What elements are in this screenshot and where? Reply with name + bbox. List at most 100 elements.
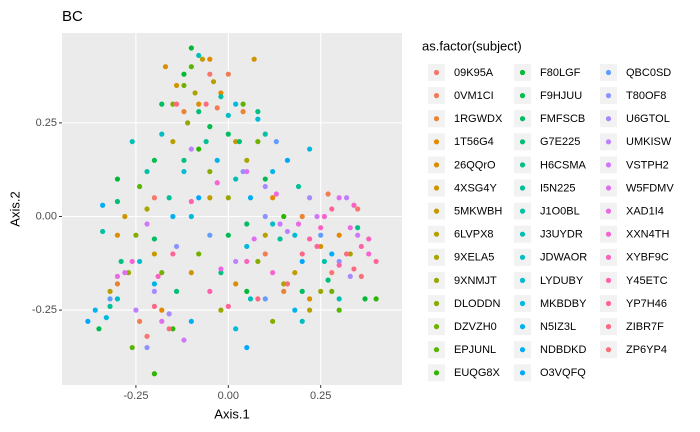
point: [203, 101, 209, 107]
point: [233, 101, 239, 107]
plot-panel: [62, 33, 402, 385]
legend-label: 0VM1CI: [454, 90, 494, 102]
point: [207, 56, 213, 62]
point: [107, 296, 113, 302]
point: [192, 90, 198, 96]
legend-label: O3VQFQ: [540, 367, 586, 379]
y-tick-label: -0.25: [32, 304, 57, 316]
legend-label: 4XSG4Y: [454, 182, 497, 194]
point: [188, 45, 194, 51]
point: [173, 101, 180, 107]
point: [218, 307, 224, 313]
legend-symbol: [605, 254, 612, 260]
point: [336, 307, 342, 313]
legend-symbol: [433, 347, 440, 353]
point: [225, 112, 231, 118]
point: [262, 251, 268, 257]
legend-symbol: [605, 139, 612, 145]
point: [225, 232, 231, 238]
legend-label: F9HJUU: [540, 90, 582, 102]
point: [347, 225, 353, 231]
point: [181, 71, 187, 77]
point: [133, 232, 139, 238]
point: [240, 109, 246, 115]
point: [170, 138, 176, 145]
point: [255, 138, 261, 145]
legend-symbol: [433, 254, 440, 260]
legend-symbol: [519, 185, 526, 191]
legend-label: F80LGF: [540, 67, 581, 79]
legend-label: 26QQrO: [454, 159, 496, 171]
point: [355, 232, 361, 238]
point: [244, 344, 250, 351]
point: [96, 326, 102, 332]
legend-title: as.factor(subject): [422, 38, 522, 53]
point: [137, 183, 143, 190]
point: [129, 258, 135, 265]
point: [336, 195, 342, 201]
point: [336, 258, 342, 265]
point: [373, 258, 379, 265]
point: [114, 281, 121, 287]
point: [355, 225, 361, 231]
point: [196, 101, 202, 107]
legend-label: 09K95A: [454, 67, 494, 79]
legend-symbol: [433, 185, 440, 191]
point: [188, 318, 194, 324]
point: [351, 266, 357, 272]
point: [284, 228, 291, 235]
point: [255, 116, 261, 122]
point: [170, 101, 176, 107]
point: [137, 318, 143, 324]
point: [207, 71, 213, 77]
point: [262, 232, 268, 238]
legend-symbol: [519, 139, 526, 145]
point: [251, 236, 257, 242]
legend-symbol: [433, 300, 440, 307]
point: [207, 195, 213, 201]
legend-symbol: [433, 277, 440, 283]
x-tick-label: -0.25: [123, 390, 148, 402]
point: [329, 288, 335, 294]
point: [281, 213, 287, 220]
point: [92, 307, 98, 313]
point: [114, 296, 121, 302]
legend-symbol: [519, 347, 526, 353]
legend-label: DLODDN: [454, 298, 501, 310]
legend-symbol: [605, 185, 612, 191]
point: [233, 281, 239, 287]
point: [196, 109, 202, 115]
legend-symbol: [605, 277, 612, 283]
point: [125, 270, 132, 276]
point: [207, 232, 213, 238]
legend-label: EUQG8X: [454, 367, 501, 379]
y-tick-label: 0.00: [36, 210, 57, 222]
point: [144, 168, 150, 175]
point: [307, 296, 313, 302]
point: [299, 288, 305, 294]
point: [329, 270, 335, 276]
legend-symbol: [519, 69, 526, 76]
point: [225, 195, 231, 201]
point: [325, 277, 331, 283]
point: [336, 232, 342, 238]
point: [199, 56, 206, 62]
chart-title: BC: [62, 8, 83, 25]
legend-symbol: [605, 208, 612, 214]
point: [225, 71, 231, 77]
point: [262, 213, 268, 220]
point: [114, 273, 121, 280]
point: [244, 168, 250, 175]
point: [270, 270, 276, 276]
point: [225, 131, 231, 137]
point: [255, 109, 261, 115]
legend-label: ZP6YP4: [626, 344, 667, 356]
point: [325, 191, 331, 197]
point: [347, 251, 353, 257]
point: [100, 228, 106, 235]
point: [107, 303, 113, 309]
point: [181, 82, 187, 89]
point: [329, 206, 335, 212]
point: [273, 191, 279, 197]
x-tick-label: 0.25: [310, 390, 331, 402]
